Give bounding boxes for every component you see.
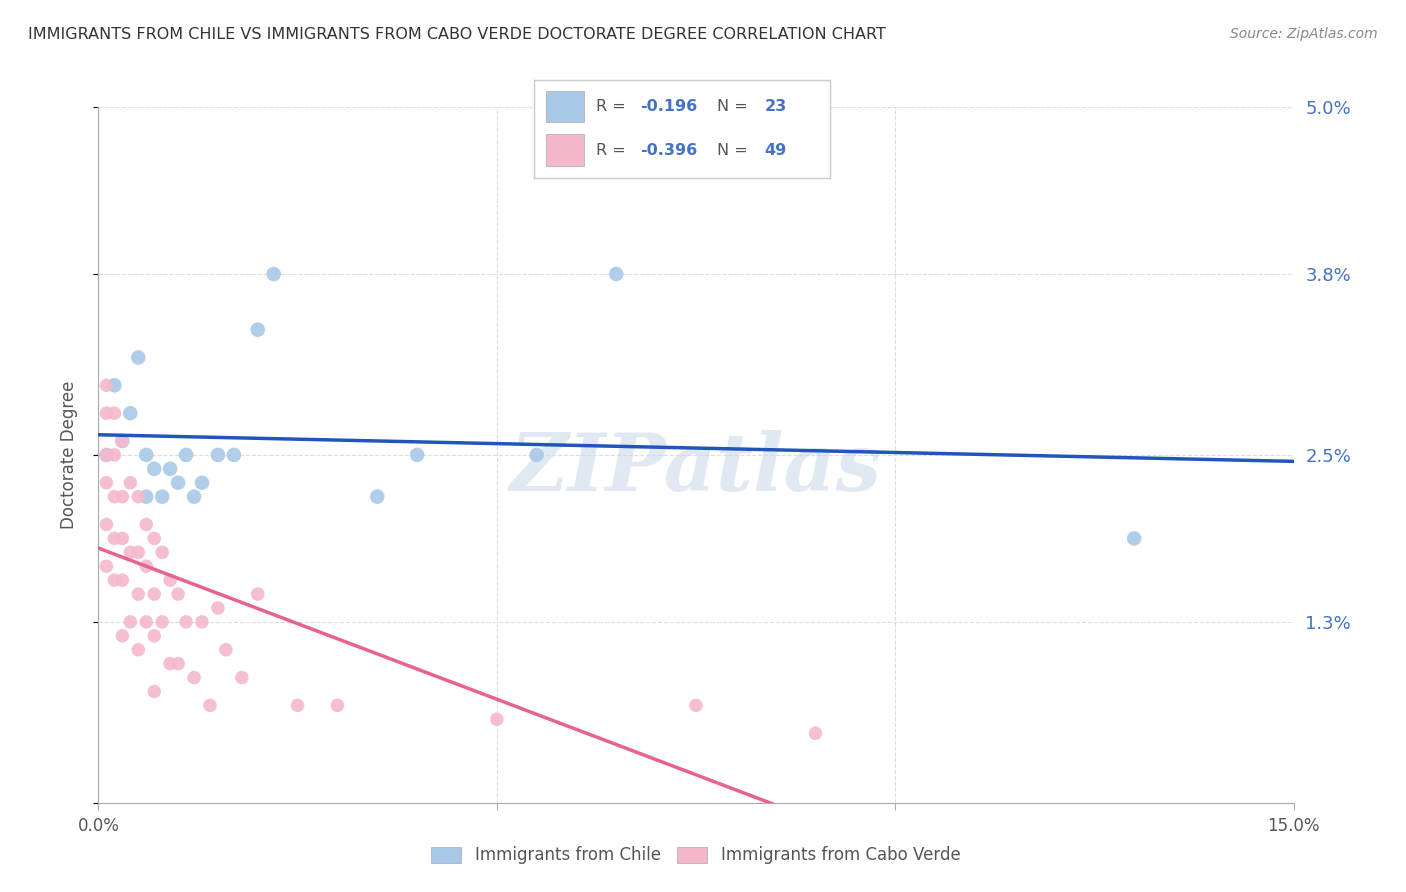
Point — [183, 490, 205, 504]
Text: 23: 23 — [765, 99, 787, 114]
Point — [685, 698, 707, 713]
Point — [120, 475, 142, 490]
Point — [135, 517, 157, 532]
FancyBboxPatch shape — [546, 134, 585, 166]
Point — [111, 490, 134, 504]
Point — [222, 448, 245, 462]
Point — [96, 559, 118, 574]
FancyBboxPatch shape — [546, 91, 585, 122]
Point — [167, 475, 190, 490]
Point — [174, 615, 197, 629]
Text: IMMIGRANTS FROM CHILE VS IMMIGRANTS FROM CABO VERDE DOCTORATE DEGREE CORRELATION: IMMIGRANTS FROM CHILE VS IMMIGRANTS FROM… — [28, 27, 886, 42]
Point — [143, 462, 166, 476]
Point — [198, 698, 221, 713]
Point — [120, 406, 142, 420]
Point — [183, 671, 205, 685]
Point — [406, 448, 429, 462]
Point — [120, 545, 142, 559]
Point — [526, 448, 548, 462]
Point — [150, 490, 173, 504]
Point — [143, 684, 166, 698]
Point — [143, 629, 166, 643]
Point — [135, 448, 157, 462]
Text: -0.196: -0.196 — [641, 99, 697, 114]
Point — [246, 323, 269, 337]
Point — [96, 448, 118, 462]
Point — [231, 671, 253, 685]
Point — [207, 448, 229, 462]
Point — [96, 475, 118, 490]
Text: -0.396: -0.396 — [641, 144, 697, 159]
Point — [111, 434, 134, 448]
Point — [150, 615, 173, 629]
Point — [191, 615, 214, 629]
Point — [103, 532, 125, 546]
Point — [96, 406, 118, 420]
Point — [143, 532, 166, 546]
Point — [127, 642, 149, 657]
Point — [111, 532, 134, 546]
Point — [1123, 532, 1146, 546]
Point — [135, 559, 157, 574]
Point — [111, 629, 134, 643]
Point — [120, 615, 142, 629]
Point — [263, 267, 285, 281]
Text: R =: R = — [596, 144, 631, 159]
Point — [605, 267, 627, 281]
Legend: Immigrants from Chile, Immigrants from Cabo Verde: Immigrants from Chile, Immigrants from C… — [425, 839, 967, 871]
Text: ZIPatlas: ZIPatlas — [510, 430, 882, 508]
Point — [96, 378, 118, 392]
Point — [96, 517, 118, 532]
Point — [167, 657, 190, 671]
Point — [103, 573, 125, 587]
Point — [287, 698, 309, 713]
Point — [127, 490, 149, 504]
Point — [159, 657, 181, 671]
Point — [135, 490, 157, 504]
Point — [174, 448, 197, 462]
Point — [111, 434, 134, 448]
Point — [103, 448, 125, 462]
Point — [804, 726, 827, 740]
Point — [150, 545, 173, 559]
Point — [167, 587, 190, 601]
Text: N =: N = — [717, 144, 754, 159]
Point — [135, 615, 157, 629]
Point — [103, 406, 125, 420]
Point — [191, 475, 214, 490]
Point — [215, 642, 238, 657]
Point — [143, 587, 166, 601]
Point — [246, 587, 269, 601]
Point — [159, 462, 181, 476]
Text: R =: R = — [596, 99, 631, 114]
Point — [127, 351, 149, 365]
Text: N =: N = — [717, 99, 754, 114]
Text: 49: 49 — [765, 144, 787, 159]
Point — [96, 448, 118, 462]
Point — [103, 490, 125, 504]
Point — [366, 490, 388, 504]
Point — [111, 573, 134, 587]
Point — [127, 545, 149, 559]
Point — [326, 698, 349, 713]
Point — [207, 601, 229, 615]
Text: Source: ZipAtlas.com: Source: ZipAtlas.com — [1230, 27, 1378, 41]
Point — [485, 712, 508, 726]
Point — [159, 573, 181, 587]
Point — [127, 587, 149, 601]
Y-axis label: Doctorate Degree: Doctorate Degree — [59, 381, 77, 529]
Point — [103, 378, 125, 392]
